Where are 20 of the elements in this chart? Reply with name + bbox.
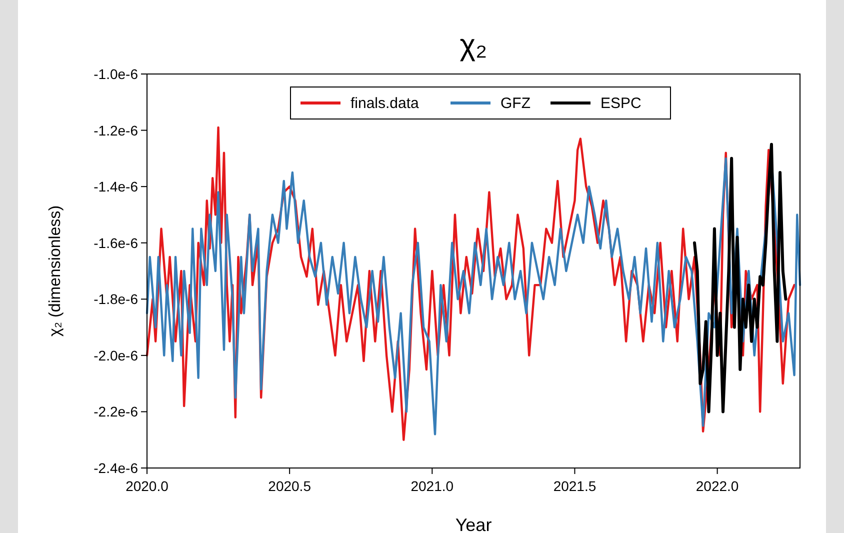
y-tick-label: -2.2e-6 [94,404,138,420]
x-tick-label: 2022.0 [696,478,739,494]
y-tick-label: -2.0e-6 [94,347,138,364]
x-tick-label: 2020.5 [268,478,312,494]
x-tick-label: 2021.5 [553,478,596,494]
y-tick-label: -2.4e-6 [94,460,138,476]
y-axis-title: χ₂ (dimensionless) [47,205,64,337]
y-tick-label: -1.0e-6 [94,66,138,82]
y-tick-label: -1.2e-6 [94,122,138,138]
line-series [692,142,788,414]
legend-label: ESPC [600,95,642,112]
legend-label: GFZ [500,95,530,112]
chart-title: χ₂ [460,29,488,62]
y-tick-label: -1.6e-6 [94,234,138,251]
x-axis-title: Year [455,515,492,533]
legend-label: finals.data [350,95,420,112]
x-tick-label: 2020.0 [126,478,169,494]
y-tick-label: -1.4e-6 [94,178,138,195]
x-tick-label: 2021.0 [410,478,454,494]
y-tick-label: -1.8e-6 [94,291,138,308]
